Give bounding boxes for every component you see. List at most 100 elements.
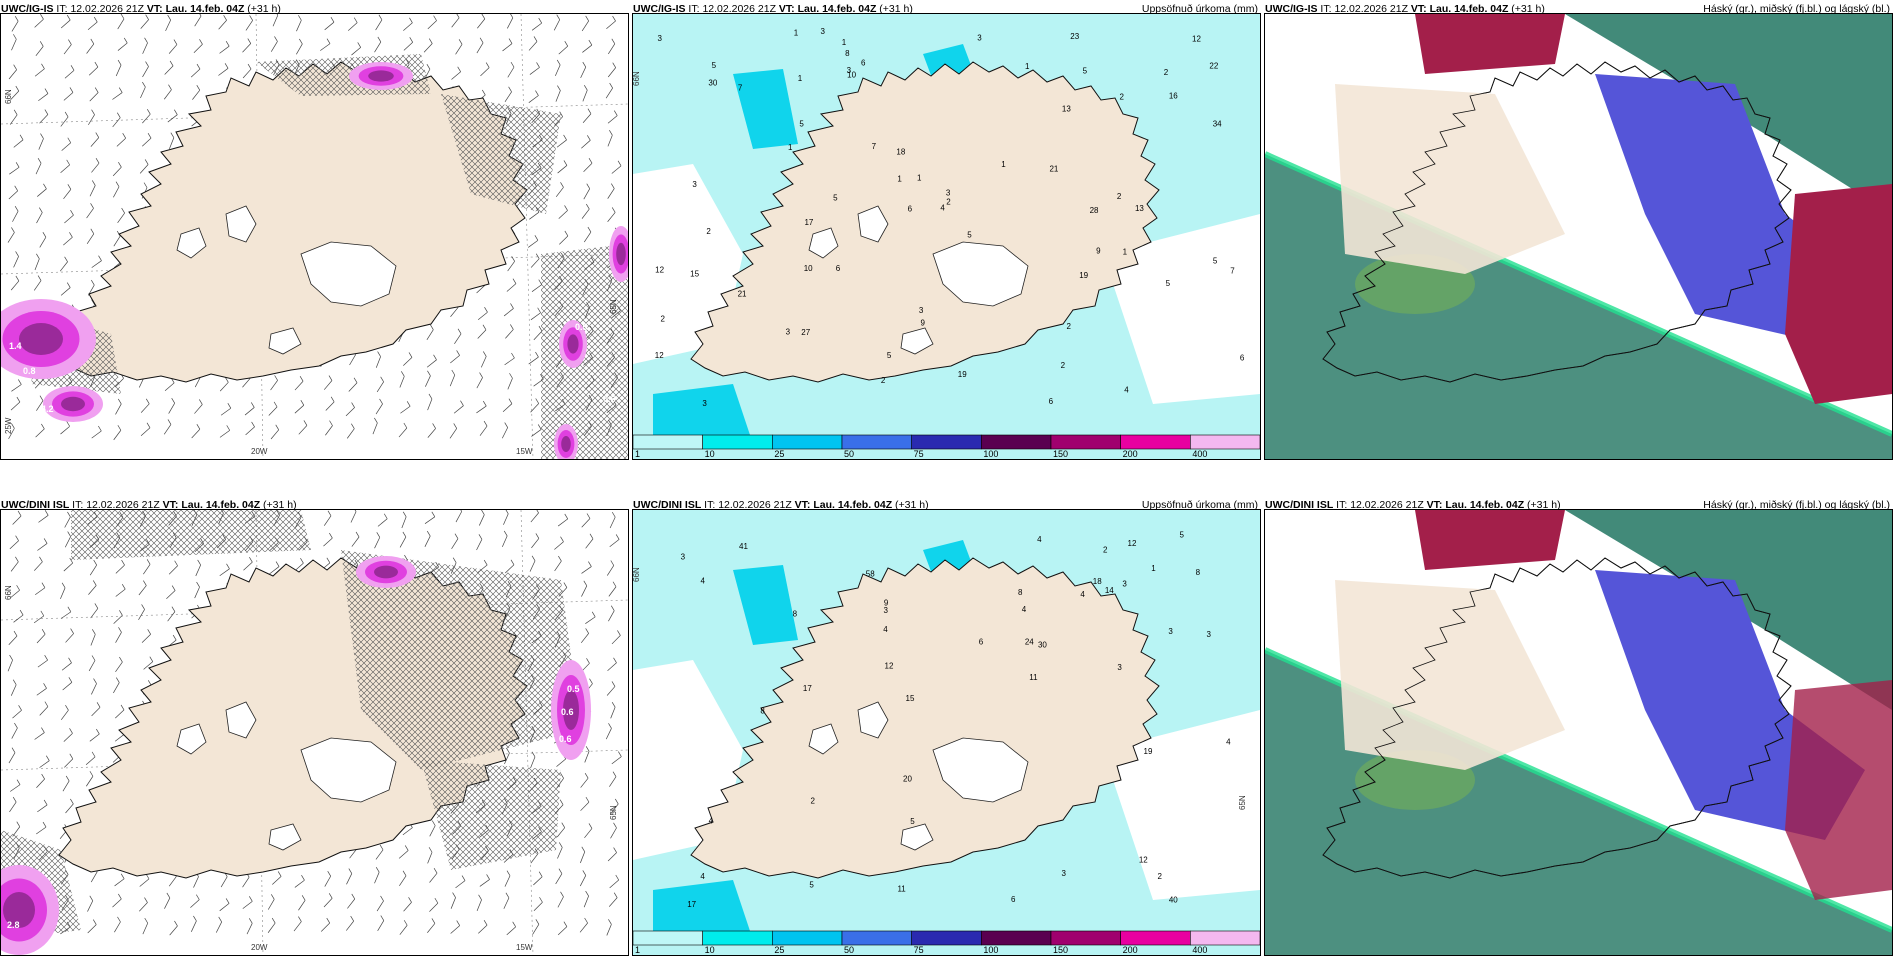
colorbar-swatch [772, 434, 843, 450]
axis-label: 20W [251, 943, 268, 952]
lead-time: (+31 h) [247, 3, 281, 15]
precip-values: 6435444445141158152419119817171836248123… [681, 530, 1231, 909]
value-label: 6 [1240, 354, 1245, 363]
colorbar-tick: 400 [1192, 945, 1207, 955]
lat-lon-grid [1, 510, 628, 955]
value-label: 3 [946, 188, 951, 197]
value-label: 4 [1022, 605, 1027, 614]
value-label: 17 [687, 900, 696, 909]
lead-time: (+31 h) [879, 3, 913, 15]
colorbar-swatch [841, 930, 912, 946]
value-label: 19 [958, 370, 967, 379]
value-label: 5 [1180, 530, 1185, 539]
value-label: 2 [1103, 545, 1108, 554]
value-label: 8 [845, 49, 850, 58]
panel-title: UWC/DINI ISL IT: 12.02.2026 21Z VT: Lau.… [633, 498, 929, 512]
glacier-outline [900, 823, 934, 851]
model-name: UWC/IG-IS [1265, 3, 1318, 15]
value-label: 2 [946, 198, 951, 207]
value-label: 3 [702, 399, 707, 408]
value-label: 6 [836, 264, 841, 273]
value-label: 22 [1209, 61, 1218, 70]
map-svg: 0.5 0.6 0.6 2.8 20W 15W 66N 65N [1, 510, 628, 955]
precip-value: 0.5 [575, 322, 588, 332]
value-label: 3 [1062, 869, 1067, 878]
value-label: 1 [1151, 564, 1156, 573]
value-label: 24 [1025, 637, 1034, 646]
vt-label: VT: [794, 499, 814, 511]
lead-time: (+31 h) [895, 499, 929, 511]
precip-value: 0.6 [561, 707, 574, 717]
vt-label: VT: [162, 499, 182, 511]
panel-title: UWC/DINI ISL IT: 12.02.2026 21Z VT: Lau.… [1, 498, 297, 512]
value-label: 2 [661, 314, 666, 323]
colorbar-tick: 200 [1123, 945, 1138, 955]
value-label: 2 [881, 376, 886, 385]
value-label: 12 [655, 351, 664, 360]
vt-label: VT: [1426, 499, 1446, 511]
value-label: 3 [658, 34, 663, 43]
vt-label: VT: [1410, 3, 1430, 15]
model-name: UWC/IG-IS [1, 3, 54, 15]
value-label: 6 [1049, 397, 1054, 406]
colorbar-swatch [1050, 930, 1121, 946]
axis-label: 15W [516, 447, 533, 456]
axis-label: 66N [633, 567, 641, 582]
value-label: 5 [887, 351, 892, 360]
iceland-coastline [690, 557, 1160, 879]
colorbar-swatch [981, 434, 1052, 450]
vt-label: VT: [146, 3, 166, 15]
axis-label: 20W [251, 447, 268, 456]
value-label: 8 [793, 610, 798, 619]
value-label: 4 [1080, 590, 1085, 599]
value-label: 12 [1128, 539, 1137, 548]
field-title: Háský (gr.), miðský (fj.bl.) og lágský (… [1703, 499, 1890, 511]
colorbar-tick: 75 [914, 449, 924, 459]
value-label: 2 [1120, 92, 1125, 101]
map-svg [1265, 510, 1892, 955]
precip-value: 4.2 [41, 404, 54, 414]
value-label: 17 [803, 684, 812, 693]
map-panel-top-middle: UWC/IG-IS IT: 12.02.2026 21Z VT: Lau. 14… [632, 0, 1261, 460]
it-value: 12.02.2026 21Z [86, 499, 163, 511]
colorbar-swatch [981, 930, 1052, 946]
value-label: 6 [861, 58, 866, 67]
hatched-area [441, 94, 561, 214]
colorbar-swatch [702, 930, 773, 946]
value-label: 8 [1196, 568, 1201, 577]
value-label: 12 [655, 266, 664, 275]
colorbar-swatch [772, 930, 843, 946]
value-label: 1 [1025, 62, 1030, 71]
glacier-outline [176, 227, 207, 259]
value-label: 1 [788, 143, 793, 152]
vt-value: Lau. 14.feb. 04Z [181, 499, 264, 511]
value-label: 41 [739, 542, 748, 551]
value-label: 27 [801, 328, 810, 337]
iceland-coastline [690, 61, 1160, 383]
colorbar-tick: 100 [983, 449, 998, 459]
colorbar-swatch [633, 930, 703, 946]
value-label: 16 [1169, 91, 1178, 100]
value-label: 12 [885, 661, 894, 670]
value-label: 5 [833, 194, 838, 203]
glacier-outline [900, 327, 934, 355]
value-label: 18 [896, 147, 905, 156]
value-label: 7 [738, 84, 743, 93]
value-label: 15 [906, 694, 915, 703]
map-panel-top-right: UWC/IG-IS IT: 12.02.2026 21Z VT: Lau. 14… [1264, 0, 1893, 460]
model-name: UWC/DINI ISL [1265, 499, 1334, 511]
glacier-outline [268, 823, 302, 851]
it-value: 12.02.2026 21Z [70, 3, 147, 15]
value-label: 8 [1018, 588, 1023, 597]
value-label: 21 [738, 289, 747, 298]
glacier-outline [268, 327, 302, 355]
it-label: IT: [56, 3, 71, 15]
precip-value: 1.4 [9, 341, 22, 351]
value-label: 11 [1029, 673, 1038, 682]
value-label: 2 [1164, 68, 1169, 77]
it-value: 12.02.2026 21Z [1350, 499, 1427, 511]
it-label: IT: [72, 499, 87, 511]
value-label: 3 [1168, 627, 1173, 636]
